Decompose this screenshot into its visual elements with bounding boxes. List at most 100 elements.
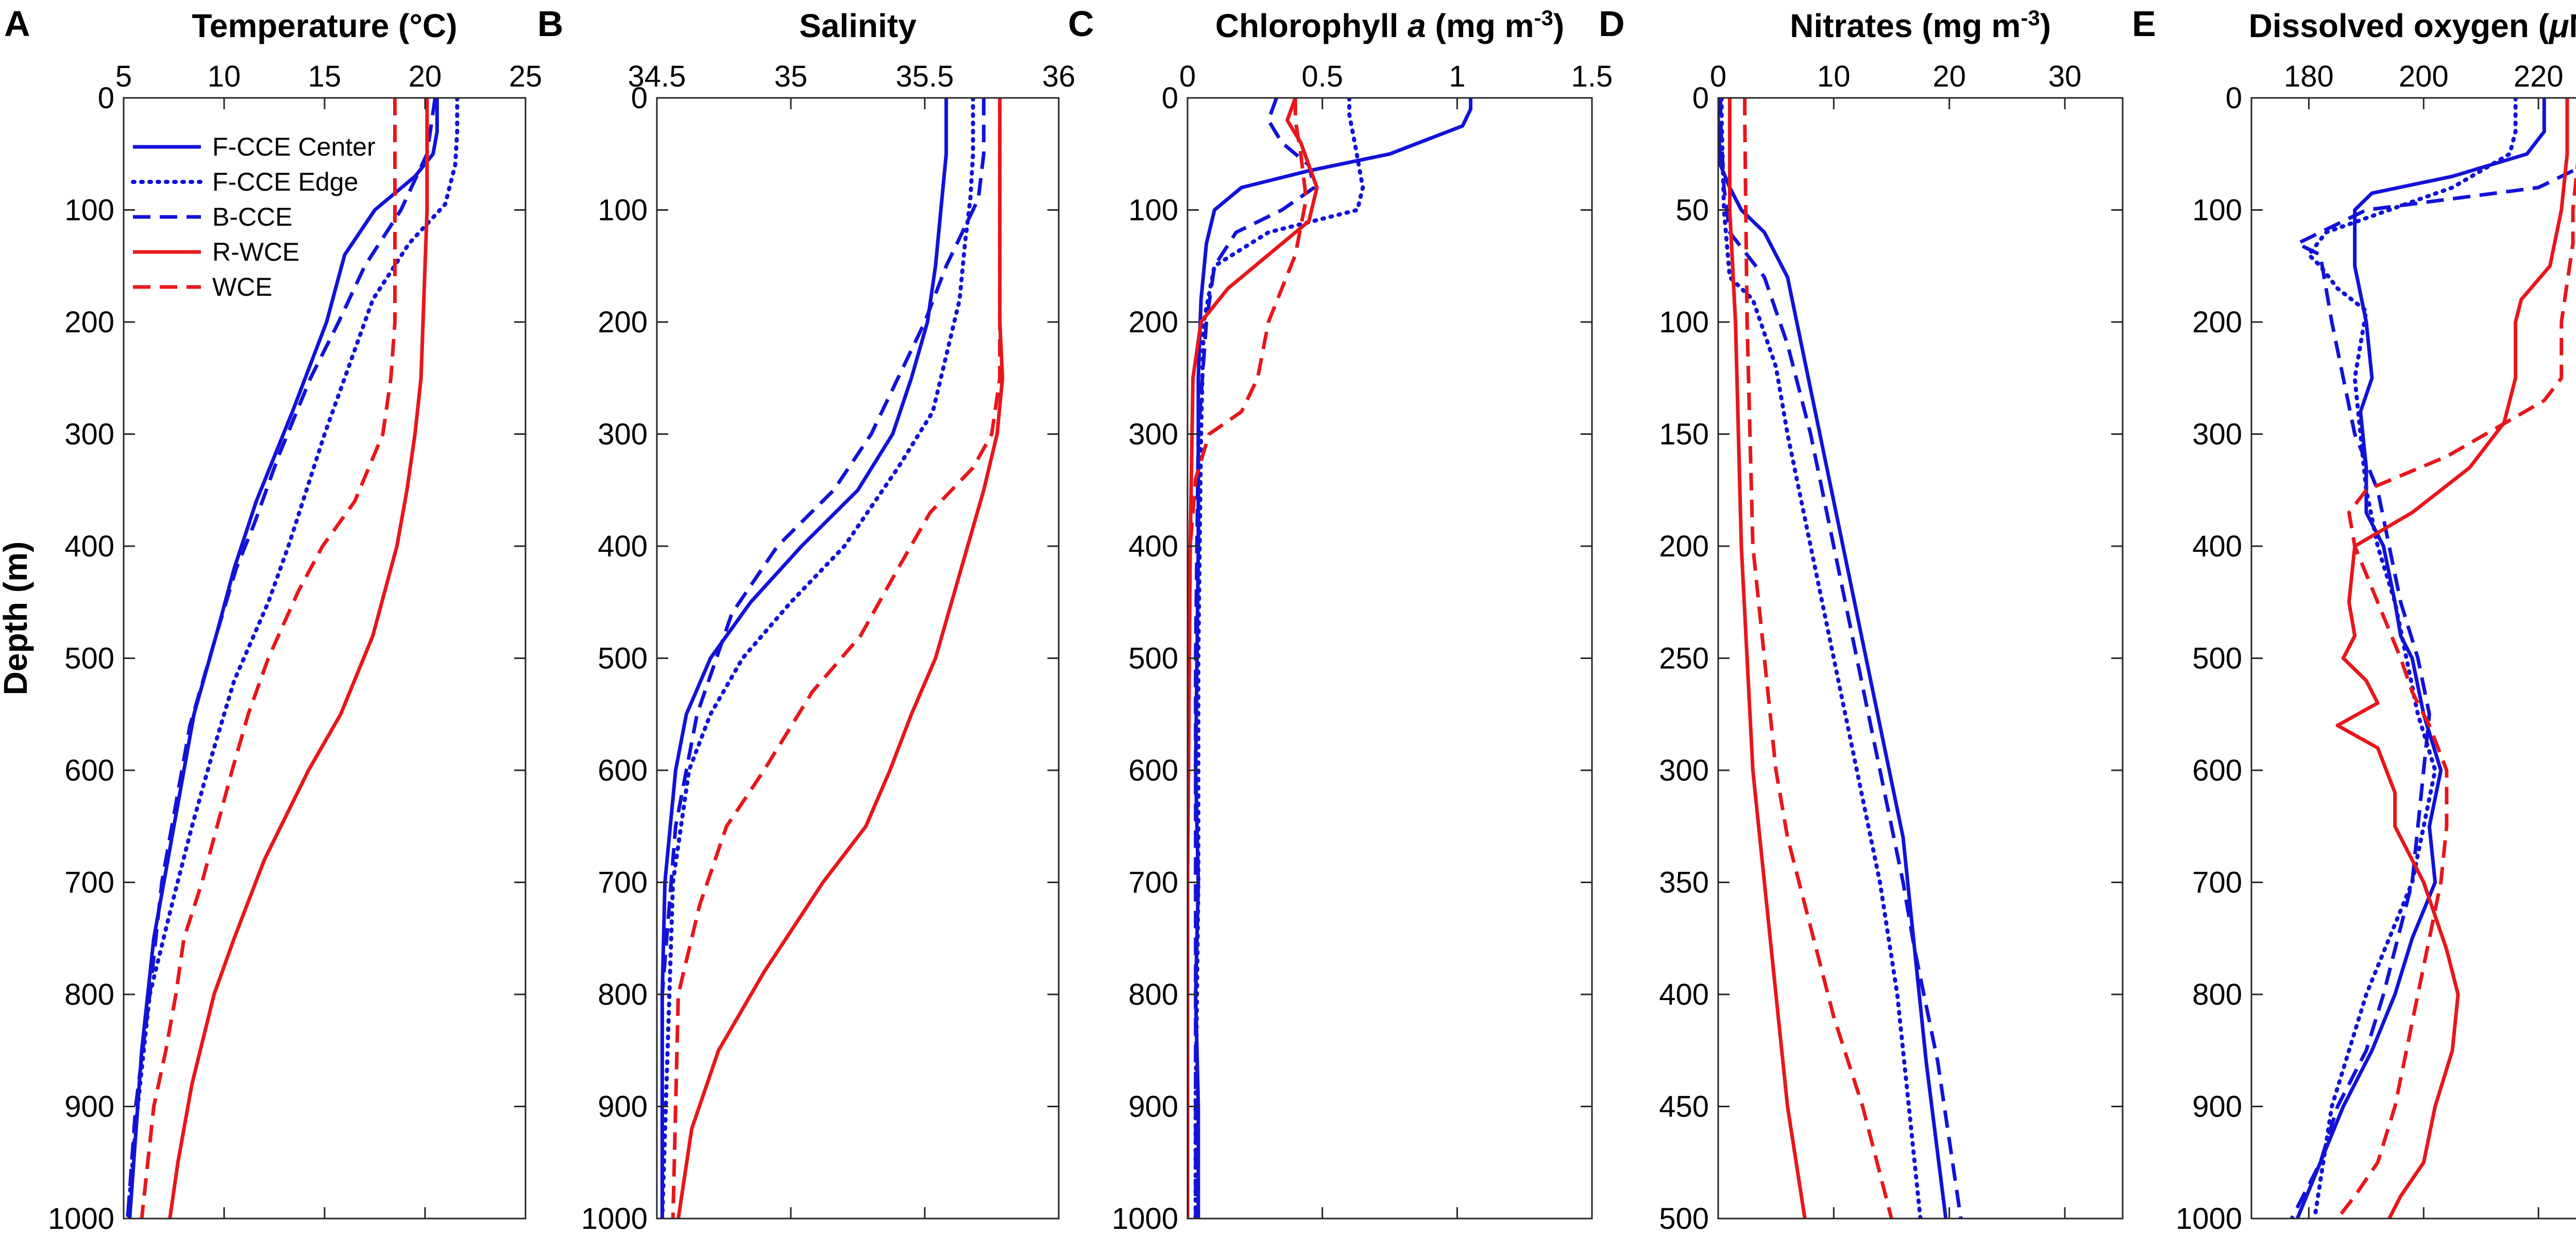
series-line-r-wce <box>1188 98 1319 1219</box>
panel-c: 0 0.5 1 1.5 0 100 200 300 400 500 600 700 800 900 1000… <box>1068 4 1613 1234</box>
y-tick-label: 800 <box>64 978 114 1011</box>
series-line-f-cce-edge <box>660 98 975 1219</box>
y-tick-label: 700 <box>64 866 114 900</box>
legend-label: R-WCE <box>212 238 299 266</box>
series-line-wce <box>2336 162 2576 1219</box>
axes-box <box>1187 97 1593 1220</box>
x-tick-label: 1.5 <box>1571 60 1613 93</box>
series-line-b-cce <box>2290 167 2576 1219</box>
x-tick-label: 200 <box>2399 60 2449 93</box>
y-tick-label: 1000 <box>2176 1202 2242 1234</box>
y-tick-label: 100 <box>1659 306 1709 339</box>
y-tick-label: 300 <box>1128 418 1178 451</box>
y-tick-label: 0 <box>98 81 114 115</box>
y-tick-label: 350 <box>1659 866 1709 900</box>
panel-title: Temperature (°C) <box>192 7 457 44</box>
series-line-r-wce <box>676 98 1005 1219</box>
y-tick-label: 800 <box>598 978 648 1011</box>
panel-b: 34.5 35 35.5 36 0 100 200 300 400 500 600 700 800 900… <box>537 4 1075 1234</box>
panel-letter: C <box>1068 4 1094 44</box>
x-tick-label: 10 <box>208 60 241 93</box>
y-tick-label: 300 <box>598 418 648 451</box>
x-tick-label: 35.5 <box>896 60 954 93</box>
series-line-r-wce <box>2335 98 2569 1219</box>
y-tick-label: 600 <box>598 754 648 787</box>
series-group <box>1718 98 1963 1219</box>
series-line-f-cce-center <box>2295 98 2546 1219</box>
x-tick-label: 1 <box>1449 60 1465 93</box>
x-tick-label: 36 <box>1042 60 1076 93</box>
y-tick-label: 0 <box>631 81 648 115</box>
y-tick-label: 700 <box>2192 866 2242 900</box>
y-tick-label: 500 <box>64 642 114 675</box>
x-tick-label: 15 <box>308 60 342 93</box>
series-line-wce <box>671 98 1002 1219</box>
y-tick-label: 300 <box>1659 754 1709 787</box>
y-tick-label: 100 <box>2192 194 2242 227</box>
x-tick-label: 35 <box>774 60 808 93</box>
series-line-b-cce <box>660 98 986 1219</box>
y-tick-label: 600 <box>64 754 114 787</box>
y-tick-label: 200 <box>1659 530 1709 563</box>
y-tick-label: 400 <box>1659 978 1709 1011</box>
series-line-f-cce-edge <box>125 98 460 1219</box>
panel-letter: D <box>1599 4 1625 44</box>
y-tick-label: 1000 <box>1112 1202 1178 1234</box>
y-tick-label: 0 <box>1162 81 1178 115</box>
series-group <box>1188 98 1472 1219</box>
y-tick-label: 450 <box>1659 1090 1709 1124</box>
panels: 5 10 15 20 250100200300400500600700800900100… <box>4 4 2576 1234</box>
series-line-wce <box>140 98 397 1219</box>
panel-letter: A <box>4 4 30 44</box>
legend-label: F-CCE Edge <box>212 167 358 196</box>
y-tick-label: 900 <box>64 1090 114 1124</box>
series-line-f-cce-center <box>660 98 948 1219</box>
y-tick-label: 300 <box>64 418 114 451</box>
y-tick-label: 200 <box>64 306 114 339</box>
y-tick-label: 250 <box>1659 642 1709 675</box>
y-tick-label: 0 <box>1692 81 1709 115</box>
y-tick-label: 50 <box>1675 194 1709 227</box>
y-tick-label: 500 <box>2192 642 2242 675</box>
panel-letter: B <box>537 4 564 44</box>
y-tick-label: 800 <box>1128 978 1178 1011</box>
y-tick-label: 300 <box>2192 418 2242 451</box>
y-tick-label: 400 <box>64 530 114 563</box>
x-tick-label: 0.5 <box>1301 60 1343 93</box>
y-tick-label: 100 <box>64 194 114 227</box>
y-tick-label: 1000 <box>581 1202 648 1234</box>
axes-box <box>1717 97 2124 1220</box>
panel-title: Chlorophyll a (mg m-3) <box>1215 6 1564 45</box>
series-line-f-cce-edge <box>2307 98 2518 1219</box>
x-tick-label: 20 <box>409 60 442 93</box>
y-tick-label: 400 <box>598 530 648 563</box>
axes-box <box>123 97 527 1220</box>
y-tick-label: 800 <box>2192 978 2242 1011</box>
y-tick-label: 700 <box>598 866 648 900</box>
y-tick-label: 900 <box>2192 1090 2242 1124</box>
x-tick-label: 20 <box>1933 60 1966 93</box>
y-tick-label: 0 <box>2226 81 2242 115</box>
series-group <box>660 98 1005 1219</box>
series-line-b-cce <box>126 98 437 1219</box>
y-tick-label: 900 <box>1128 1090 1178 1124</box>
y-tick-label: 600 <box>1128 754 1178 787</box>
series-line-wce <box>1188 98 1308 1219</box>
x-tick-label: 0 <box>1179 60 1196 93</box>
panel-title: Nitrates (mg m-3) <box>1790 6 2051 45</box>
series-group <box>125 98 460 1219</box>
series-line-wce <box>1743 98 1893 1219</box>
y-tick-label: 400 <box>1128 530 1178 563</box>
y-tick-label: 100 <box>1128 194 1178 227</box>
x-tick-label: 30 <box>2048 60 2082 93</box>
series-line-f-cce-edge <box>1193 98 1365 1219</box>
panel-title: Dissolved oxygen (μM L-1) <box>2249 6 2576 45</box>
panel-title: Salinity <box>799 7 917 44</box>
series-group <box>2290 98 2576 1219</box>
panel-letter: E <box>2132 4 2156 44</box>
y-tick-label: 150 <box>1659 418 1709 451</box>
y-tick-label: 200 <box>1128 306 1178 339</box>
y-tick-label: 100 <box>598 194 648 227</box>
y-tick-label: 500 <box>1128 642 1178 675</box>
